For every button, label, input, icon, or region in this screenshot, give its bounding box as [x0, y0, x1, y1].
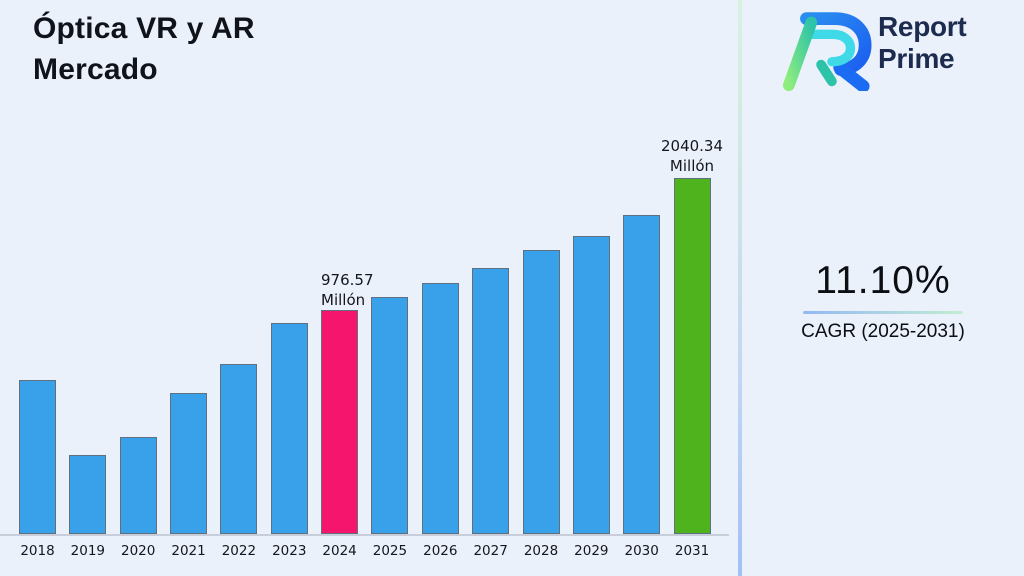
page-title-line1: Óptica VR y AR	[33, 12, 255, 45]
bar-2019	[69, 455, 107, 534]
cagr-panel: 11.10% CAGR (2025-2031)	[763, 259, 1003, 343]
x-tick-2026: 2026	[423, 543, 458, 559]
page-title: Óptica VR y AR Mercado	[33, 8, 255, 90]
value-annotation-2031-unit: Millón	[669, 157, 715, 175]
x-tick-2025: 2025	[372, 543, 408, 559]
brand-name: Report Prime	[878, 11, 967, 75]
bar-2020	[119, 437, 157, 534]
bar-2029	[572, 236, 610, 534]
bar-2024	[321, 310, 359, 534]
value-annotation-2024: 976.57 Millón	[321, 270, 374, 310]
brand-name-line1: Report	[878, 11, 967, 42]
bar-chart: 976.57 Millón 2040.34 Millón 2018 2019 202…	[0, 137, 729, 559]
x-tick-2022: 2022	[221, 543, 257, 559]
value-annotation-2031-value: 2040.34	[660, 137, 724, 155]
x-tick-2020: 2020	[121, 543, 156, 559]
bar-2018	[19, 380, 56, 534]
brand-name-line2: Prime	[878, 43, 955, 74]
bar-2022	[220, 364, 258, 534]
value-annotation-2024-unit: Millón	[321, 291, 366, 309]
page-title-line2: Mercado	[33, 53, 158, 86]
bar-2025	[371, 297, 409, 534]
bar-2027	[472, 268, 510, 534]
section-divider	[738, 0, 742, 576]
bar-2028	[522, 250, 560, 534]
bar-2031	[673, 178, 711, 534]
x-tick-2024: 2024	[322, 543, 357, 559]
cagr-value: 11.10%	[815, 259, 951, 302]
bar-2023	[270, 323, 308, 534]
cagr-underline	[803, 311, 963, 314]
value-annotation-2031: 2040.34 Millón	[632, 136, 752, 176]
x-tick-2028: 2028	[523, 543, 559, 559]
x-axis-line	[0, 534, 729, 536]
x-tick-2021: 2021	[171, 543, 206, 559]
report-prime-logo-icon	[780, 7, 872, 91]
x-tick-2029: 2029	[574, 543, 609, 559]
x-tick-2018: 2018	[20, 543, 55, 559]
x-tick-2027: 2027	[473, 543, 508, 559]
cagr-label: CAGR (2025-2031)	[801, 321, 965, 342]
bar-2030	[623, 215, 661, 534]
bar-2026	[421, 283, 459, 534]
x-tick-2031: 2031	[674, 543, 710, 559]
x-tick-2023: 2023	[272, 543, 307, 559]
x-tick-2019: 2019	[70, 543, 106, 559]
x-tick-2030: 2030	[624, 543, 659, 559]
brand-logo: Report Prime	[780, 7, 967, 91]
bar-2021	[170, 393, 208, 534]
value-annotation-2024-value: 976.57	[321, 271, 374, 289]
